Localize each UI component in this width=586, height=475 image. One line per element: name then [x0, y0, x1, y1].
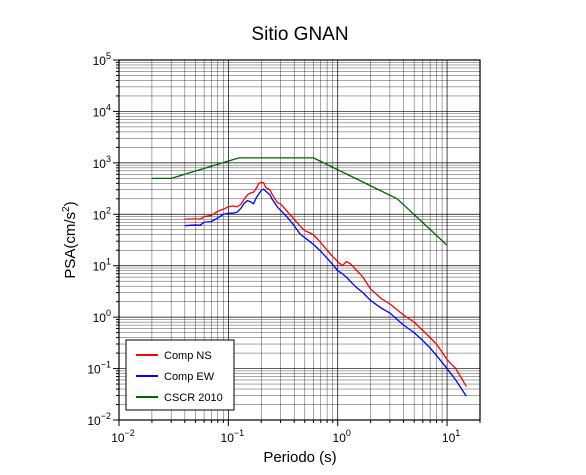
series-line-cscr-2010	[151, 157, 448, 246]
y-tick-label: 105	[93, 51, 111, 68]
y-tick-label: 10−1	[87, 360, 111, 377]
x-tick-label: 10−1	[221, 428, 245, 445]
x-tick-label: 100	[333, 428, 351, 445]
y-tick-label: 10−2	[87, 411, 111, 428]
plot-frame	[118, 59, 481, 421]
legend-label: Comp EW	[164, 371, 215, 383]
chart-title: Sitio GNAN	[251, 24, 348, 45]
y-tick-label: 100	[93, 308, 111, 325]
legend: Comp NS Comp EW CSCR 2010	[125, 339, 235, 411]
legend-label: CSCR 2010	[164, 392, 223, 404]
x-tick-label: 10−2	[111, 428, 135, 445]
x-axis-label: Periodo (s)	[263, 449, 336, 466]
y-axis-label: PSA(cm/s2)	[61, 201, 79, 278]
y-tick-label: 101	[93, 257, 111, 274]
y-tick-label: 102	[93, 205, 111, 222]
y-tick-label: 104	[93, 102, 111, 119]
series-line-comp-ns	[184, 181, 467, 387]
y-tick-label: 103	[93, 154, 111, 171]
legend-label: Comp NS	[164, 350, 212, 362]
axis-ticks: 10−2 10−1 100 101 10−2 10−1 100 101 102 103 104 105	[87, 51, 481, 445]
series-lines	[151, 157, 467, 397]
series-line-comp-ew	[184, 188, 467, 397]
grid	[118, 59, 481, 421]
x-tick-label: 101	[442, 428, 460, 445]
